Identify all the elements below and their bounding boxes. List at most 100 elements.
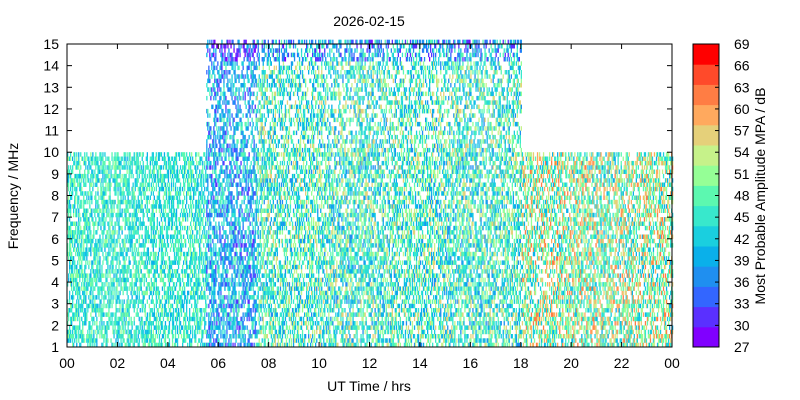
spectrogram-cell [101, 321, 103, 326]
spectrogram-cell [96, 282, 98, 287]
spectrogram-cell [80, 329, 82, 335]
spectrogram-cell [223, 152, 225, 157]
spectrogram-cell [234, 212, 236, 218]
spectrogram-cell [235, 57, 237, 62]
spectrogram-cell [109, 165, 111, 170]
spectrogram-cell [84, 256, 86, 261]
spectrogram-cell [168, 225, 171, 231]
spectrogram-cell [234, 329, 236, 335]
spectrogram-cell [86, 316, 88, 322]
spectrogram-cell [77, 282, 79, 287]
spectrogram-cell [210, 195, 212, 200]
spectrogram-cell [186, 303, 188, 309]
spectrogram-cell [208, 316, 210, 322]
spectrogram-cell [161, 308, 164, 313]
spectrogram-cell [175, 152, 178, 157]
spectrogram-cell [147, 238, 149, 244]
spectrogram-cell [161, 334, 164, 339]
spectrogram-cell [234, 143, 236, 149]
spectrogram-cell [79, 169, 81, 174]
spectrogram-cell [157, 169, 160, 174]
spectrogram-cell [209, 273, 211, 278]
spectrogram-cell [108, 225, 110, 231]
spectrogram-cell [99, 290, 101, 296]
spectrogram-cell [95, 303, 97, 309]
spectrogram-cell [131, 221, 133, 226]
spectrogram-cell [146, 251, 148, 257]
spectrogram-cell [79, 173, 81, 179]
spectrogram-cell [98, 286, 100, 291]
spectrogram-cell [188, 160, 190, 166]
spectrogram-cell [208, 225, 210, 231]
spectrogram-cell [135, 204, 137, 209]
spectrogram-cell [221, 208, 223, 213]
spectrogram-cell [219, 191, 221, 196]
spectrogram-cell [236, 143, 238, 149]
spectrogram-cell [208, 243, 210, 248]
spectrogram-cell [200, 342, 202, 348]
spectrogram-cell [110, 338, 112, 343]
spectrogram-cell [216, 312, 218, 317]
spectrogram-cell [131, 238, 133, 244]
spectrogram-cell [85, 308, 87, 313]
spectrogram-cell [191, 260, 193, 265]
spectrogram-cell [155, 156, 157, 161]
spectrogram-cell [169, 238, 172, 244]
spectrogram-cell [225, 95, 227, 101]
spectrogram-cell [132, 204, 134, 209]
spectrogram-cell [146, 247, 148, 252]
spectrogram-cell [201, 186, 203, 192]
spectrogram-cell [147, 217, 149, 222]
spectrogram-cell [178, 152, 181, 157]
spectrogram-cell [211, 178, 213, 183]
spectrogram-cell [87, 282, 89, 287]
spectrogram-cell [110, 247, 112, 252]
spectrogram-cell [99, 277, 101, 283]
spectrogram-cell [214, 65, 216, 71]
spectrogram-cell [150, 325, 152, 330]
spectrogram-cell [125, 208, 127, 213]
spectrogram-cell [193, 173, 195, 179]
spectrogram-cell [136, 295, 138, 300]
spectrogram-cell [232, 299, 234, 304]
spectrogram-cell [202, 269, 204, 274]
spectrogram-cell [237, 182, 239, 187]
spectrogram-cell [214, 169, 216, 174]
spectrogram-cell [214, 178, 216, 183]
spectrogram-cell [77, 165, 79, 170]
spectrogram-cell [137, 325, 139, 330]
spectrogram-cell [229, 52, 231, 58]
spectrogram-cell [138, 277, 140, 283]
spectrogram-cell [77, 195, 79, 200]
spectrogram-cell [88, 321, 90, 326]
spectrogram-cell [169, 191, 172, 196]
spectrogram-cell [201, 338, 203, 343]
spectrogram-cell [237, 195, 239, 200]
spectrogram-cell [142, 295, 144, 300]
spectrogram-cell [121, 342, 123, 348]
spectrogram-cell [127, 160, 129, 166]
spectrogram-cell [149, 251, 151, 257]
spectrogram-cell [138, 342, 140, 348]
spectrogram-cell [143, 221, 145, 226]
spectrogram-cell [171, 199, 174, 205]
spectrogram-cell [130, 316, 132, 322]
spectrogram-cell [245, 217, 247, 222]
spectrogram-cell [133, 282, 135, 287]
spectrogram-cell [90, 334, 92, 339]
spectrogram-cell [211, 52, 213, 58]
spectrogram-cell [152, 312, 154, 317]
spectrogram-cell [194, 321, 196, 326]
spectrogram-cell [239, 104, 241, 110]
spectrogram-cell [90, 325, 92, 330]
spectrogram-cell [95, 221, 97, 226]
spectrogram-cell [80, 295, 82, 300]
spectrogram-cell [211, 251, 213, 257]
spectrogram-cell [225, 312, 227, 317]
spectrogram-cell [137, 251, 139, 257]
spectrogram-cell [137, 342, 139, 348]
spectrogram-cell [220, 91, 222, 97]
spectrogram-cell [131, 295, 133, 300]
spectrogram-cell [110, 208, 112, 213]
spectrogram-cell [107, 165, 109, 170]
